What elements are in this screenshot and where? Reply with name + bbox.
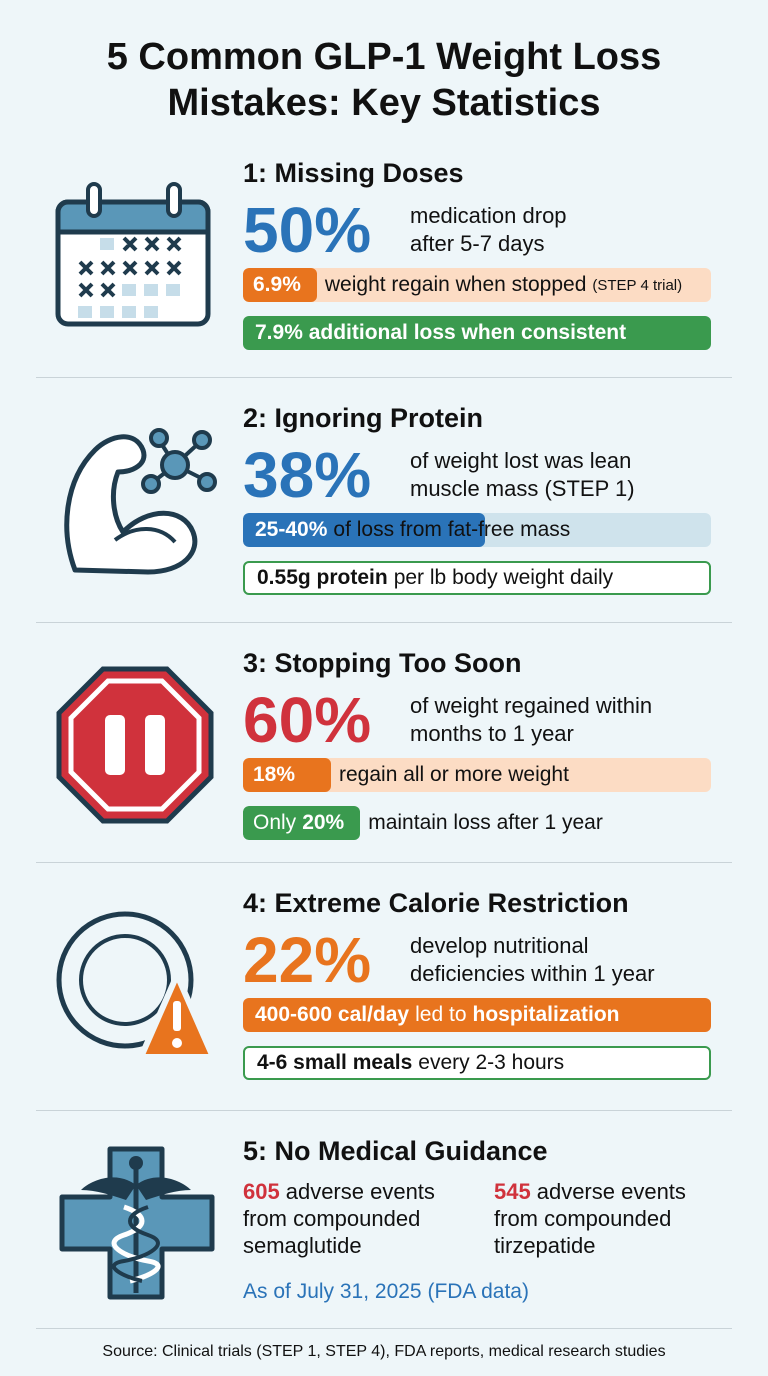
stat-description: of weight regained within	[410, 693, 653, 718]
row-text: Only	[253, 811, 297, 834]
stat-description: muscle mass (STEP 1)	[410, 476, 635, 501]
event-count: 545	[494, 1179, 531, 1204]
section-heading: 1: Missing Doses	[243, 158, 464, 188]
section-heading: 2: Ignoring Protein	[243, 403, 483, 433]
divider	[36, 1328, 732, 1329]
item-text: from compounded	[494, 1206, 672, 1231]
stat-row: 7.9% additional loss when consistent	[243, 316, 711, 350]
highlight-pill: 18%	[243, 758, 331, 792]
stat-row: 6.9% weight regain when stopped (STEP 4 tr…	[243, 268, 711, 302]
row-text: led to	[415, 1003, 467, 1026]
stat-row: 400-600 cal/day led to hospitalization	[243, 998, 711, 1032]
item-line: 545 adverse events	[494, 1178, 686, 1205]
title: 5 Common GLP-1 Weight Loss Mistakes: Key…	[106, 36, 662, 124]
stat-description: develop nutritional	[410, 933, 589, 958]
stat-description: after 5-7 days	[410, 231, 545, 256]
row-text: per lb body weight daily	[393, 566, 614, 589]
adverse-events: 605 adverse events from compounded semaglut…	[243, 1178, 435, 1259]
progress-fill: 25-40%	[243, 513, 485, 547]
stat-row: 25-40%25-40%of loss from fat-free mass	[243, 513, 711, 547]
row-text: 25-40%	[255, 518, 328, 541]
plate-warning-icon	[56, 911, 216, 1060]
big-stat: 60%	[243, 684, 372, 756]
muscle-icon	[64, 428, 217, 575]
item-text: semaglutide	[243, 1233, 362, 1258]
divider	[36, 622, 732, 623]
data-note: As of July 31, 2025 (FDA data)	[243, 1280, 529, 1303]
section-heading: 5: No Medical Guidance	[243, 1136, 548, 1166]
item-text: tirzepatide	[494, 1233, 596, 1258]
stat-row: 0.55g protein per lb body weight daily	[243, 561, 711, 595]
row-text: regain all or more weight	[339, 763, 569, 786]
divider	[36, 377, 732, 378]
row-text: every 2-3 hours	[418, 1051, 565, 1074]
row-text: weight regain when stopped	[324, 273, 587, 296]
highlight-pill: 6.9%	[243, 268, 317, 302]
stat-row: 18% regain all or more weight	[243, 758, 711, 792]
row-text: 0.55g protein	[257, 566, 388, 589]
source: Source: Clinical trials (STEP 1, STEP 4)…	[102, 1343, 666, 1360]
medical-icon	[59, 1146, 215, 1300]
item-line: 605 adverse events	[243, 1178, 435, 1205]
big-stat: 50%	[243, 194, 372, 266]
stat-row: Only 20% maintain loss after 1 year	[243, 806, 711, 840]
item-text: adverse events	[536, 1179, 686, 1204]
row-text: hospitalization	[472, 1003, 620, 1026]
stat-description: months to 1 year	[410, 721, 574, 746]
event-count: 605	[243, 1179, 280, 1204]
stat-description: deficiencies within 1 year	[410, 961, 655, 986]
row-text: 20%	[302, 811, 345, 834]
row-text: 400-600 cal/day	[255, 1003, 410, 1026]
big-stat: 38%	[243, 439, 372, 511]
item-text: adverse events	[285, 1179, 435, 1204]
row-text: 7.9% additional loss when consistent	[255, 321, 627, 344]
item-text: from compounded	[243, 1206, 421, 1231]
adverse-events: 545 adverse events from compounded tirzepat…	[494, 1178, 686, 1259]
divider	[36, 862, 732, 863]
row-text: 4-6 small meals	[257, 1051, 413, 1074]
row-text: 6.9%	[253, 273, 301, 296]
row-text: 18%	[253, 763, 296, 786]
calendar-icon	[55, 182, 211, 327]
stop-icon	[56, 666, 214, 824]
row-text: (STEP 4 trial)	[592, 276, 683, 294]
highlight-pill: Only 20%	[243, 806, 361, 840]
big-stat: 22%	[243, 924, 372, 996]
stat-description: medication drop	[410, 203, 567, 228]
row-text: of loss from fat-free mass	[333, 518, 571, 541]
section-heading: 3: Stopping Too Soon	[243, 648, 522, 678]
divider	[36, 1110, 732, 1111]
stat-row: 4-6 small meals every 2-3 hours	[243, 1046, 711, 1080]
stat-description: of weight lost was lean	[410, 448, 632, 473]
section-heading: 4: Extreme Calorie Restriction	[243, 888, 629, 918]
row-text: maintain loss after 1 year	[368, 811, 603, 834]
